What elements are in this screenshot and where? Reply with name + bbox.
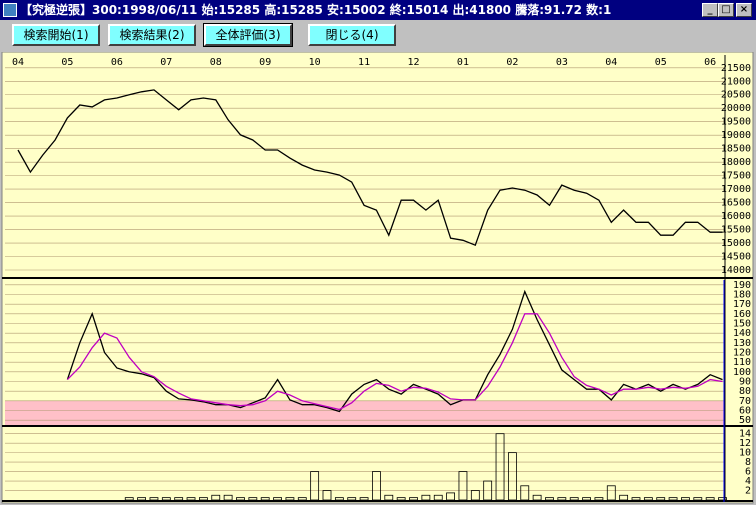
x-tick-label: 09 [259, 57, 271, 68]
y-tick-label: 21000 [721, 76, 751, 87]
line-series [66, 289, 723, 413]
y-tick-label: 14 [739, 429, 751, 440]
y-tick-label: 180 [733, 290, 751, 301]
x-tick-label: 05 [61, 57, 73, 68]
close-app-button[interactable]: 閉じる(4) [308, 24, 396, 46]
overall-eval-button[interactable]: 全体評価(3) [203, 23, 293, 47]
y-tick-label: 20000 [721, 103, 751, 114]
y-tick-label: 16500 [721, 198, 751, 209]
y-tick-label: 17000 [721, 184, 751, 195]
x-tick-label: 10 [309, 57, 321, 68]
y-tick-label: 16000 [721, 211, 751, 222]
y-tick-label: 15000 [721, 238, 751, 249]
title-bar: 【究極逆張】300:1998/06/11 始:15285 高:15285 安:1… [0, 0, 756, 20]
y-tick-label: 160 [733, 309, 751, 320]
minimize-button[interactable]: _ [702, 3, 718, 17]
search-start-button[interactable]: 検索開始(1) [12, 24, 100, 46]
x-tick-label: 07 [160, 57, 172, 68]
y-tick-label: 100 [733, 367, 751, 378]
maximize-button[interactable]: □ [718, 3, 734, 17]
y-tick-label: 15500 [721, 225, 751, 236]
y-tick-label: 20500 [721, 90, 751, 101]
y-tick-label: 110 [733, 357, 751, 368]
x-tick-label: 01 [457, 57, 469, 68]
y-tick-label: 120 [733, 348, 751, 359]
x-tick-label: 12 [407, 57, 419, 68]
y-tick-label: 18000 [721, 157, 751, 168]
y-tick-label: 60 [739, 406, 751, 417]
app-icon [3, 3, 17, 17]
y-tick-label: 90 [739, 377, 751, 388]
y-tick-label: 50 [739, 415, 751, 426]
y-tick-label: 19500 [721, 117, 751, 128]
y-tick-label: 170 [733, 299, 751, 310]
y-tick-label: 18500 [721, 144, 751, 155]
line-series [66, 313, 723, 411]
x-tick-label: 05 [655, 57, 667, 68]
y-tick-label: 80 [739, 386, 751, 397]
y-tick-label: 12 [739, 438, 751, 449]
y-tick-label: 150 [733, 319, 751, 330]
chart: 04 05 06 07 08 09 10 11 12 01 02 03 04 05 061400014500… [1, 52, 754, 504]
line-series [17, 89, 723, 247]
x-tick-label: 06 [111, 57, 123, 68]
x-tick-label: 06 [704, 57, 716, 68]
y-tick-label: 4 [745, 476, 751, 487]
y-tick-label: 140 [733, 328, 751, 339]
y-tick-label: 2 [745, 486, 751, 497]
x-tick-label: 04 [12, 57, 24, 68]
close-button[interactable]: × [736, 3, 752, 17]
x-tick-label: 04 [605, 57, 617, 68]
x-tick-label: 02 [506, 57, 518, 68]
window-title: 【究極逆張】300:1998/06/11 始:15285 高:15285 安:1… [20, 3, 612, 17]
y-tick-label: 130 [733, 338, 751, 349]
shade-band [5, 400, 725, 425]
x-tick-label: 03 [556, 57, 568, 68]
x-tick-label: 11 [358, 57, 370, 68]
x-tick-label: 08 [210, 57, 222, 68]
y-tick-label: 14000 [721, 265, 751, 276]
y-tick-label: 19000 [721, 130, 751, 141]
y-tick-label: 17500 [721, 171, 751, 182]
y-tick-label: 70 [739, 396, 751, 407]
y-tick-label: 6 [745, 467, 751, 478]
y-tick-label: 190 [733, 280, 751, 291]
y-tick-label: 8 [745, 457, 751, 468]
search-result-button[interactable]: 検索結果(2) [108, 24, 196, 46]
y-tick-label: 21500 [721, 63, 751, 74]
y-tick-label: 14500 [721, 252, 751, 263]
y-tick-label: 10 [739, 448, 751, 459]
